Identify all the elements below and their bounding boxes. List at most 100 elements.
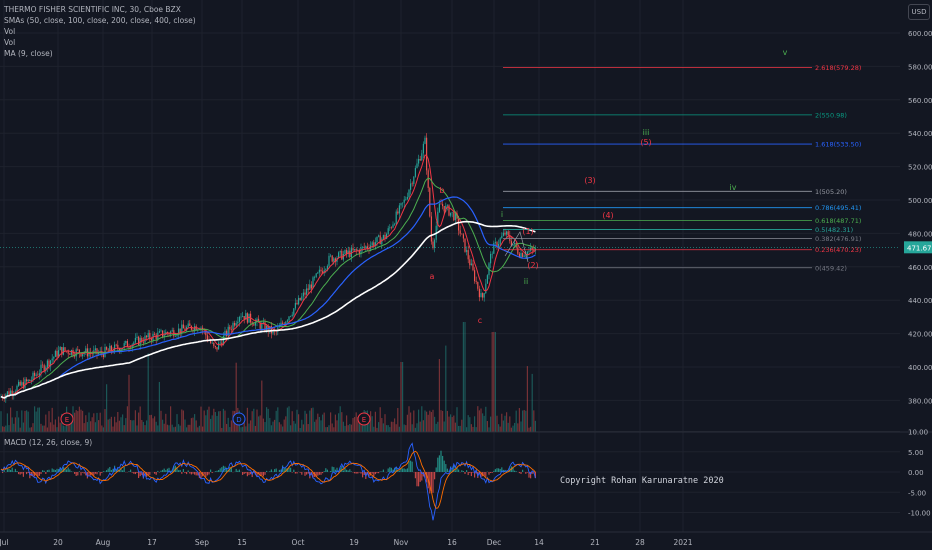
candle-body bbox=[350, 248, 352, 257]
candle-body bbox=[454, 213, 456, 221]
sma200-line bbox=[0, 220, 536, 399]
macd-histogram-bar bbox=[400, 467, 402, 472]
macd-histogram-bar bbox=[419, 472, 421, 482]
candle-body bbox=[254, 321, 256, 326]
volume-bar bbox=[402, 362, 404, 432]
volume-bar bbox=[336, 420, 338, 432]
candle-body bbox=[502, 232, 504, 236]
macd-histogram-bar bbox=[38, 472, 40, 476]
candle-body bbox=[363, 246, 365, 248]
macd-histogram-bar bbox=[3, 470, 5, 472]
fibonacci-extension[interactable]: 2.618(579.28) 2(550.98) 1.618(533.50) 1(505… bbox=[503, 64, 861, 272]
macd-histogram-bar bbox=[91, 472, 93, 476]
volume-bar bbox=[525, 410, 527, 432]
macd-histogram-bar bbox=[494, 469, 496, 472]
vol-indicator-label-2[interactable]: Vol bbox=[4, 38, 16, 47]
volume-bar bbox=[205, 415, 207, 432]
candle-body bbox=[434, 239, 436, 248]
macd-histogram-bar bbox=[530, 472, 532, 479]
macd-histogram-bar bbox=[226, 467, 228, 472]
candle-body bbox=[419, 158, 421, 161]
time-tick-label: 17 bbox=[147, 538, 157, 547]
volume-bar bbox=[50, 422, 52, 432]
volume-bar bbox=[347, 425, 349, 432]
candle-body bbox=[341, 250, 343, 260]
candle-body bbox=[302, 292, 304, 297]
candle-body bbox=[46, 360, 48, 368]
volume-bar bbox=[154, 416, 156, 432]
volume-bar bbox=[134, 410, 136, 432]
candle-body bbox=[462, 234, 464, 239]
macd-histogram-bar bbox=[469, 472, 471, 473]
wave-label: (1) bbox=[522, 227, 533, 236]
ma-indicator-label[interactable]: MA (9, close) bbox=[4, 49, 53, 58]
candle-body bbox=[387, 228, 389, 234]
vol-indicator-label[interactable]: Vol bbox=[4, 27, 16, 36]
currency-button[interactable]: USD bbox=[908, 4, 930, 20]
macd-histogram-bar bbox=[109, 467, 111, 472]
macd-histogram-bar bbox=[346, 469, 348, 472]
volume-bar bbox=[176, 414, 178, 432]
macd-histogram-bar bbox=[474, 472, 476, 478]
symbol-title[interactable]: THERMO FISHER SCIENTIFIC INC, 30, Cboe B… bbox=[4, 5, 181, 14]
candle-body bbox=[406, 196, 408, 200]
candle-body bbox=[298, 297, 300, 305]
volume-bar bbox=[267, 408, 269, 432]
candle-body bbox=[64, 347, 66, 351]
volume-bar bbox=[264, 422, 266, 432]
smas-indicator-label[interactable]: SMAs (50, close, 100, close, 200, close,… bbox=[4, 16, 196, 25]
candle-body bbox=[213, 342, 215, 347]
macd-indicator-label[interactable]: MACD (12, 26, close, 9) bbox=[4, 438, 93, 447]
macd-histogram-bar bbox=[51, 468, 53, 472]
candle-body bbox=[382, 235, 384, 239]
volume-bar bbox=[155, 421, 157, 432]
candle-body bbox=[400, 203, 402, 206]
volume-bar bbox=[104, 409, 106, 432]
volume-bar bbox=[245, 426, 247, 432]
volume-bar bbox=[30, 427, 32, 432]
candle-body bbox=[421, 153, 423, 161]
candle-body bbox=[504, 232, 506, 235]
macd-histogram-bar bbox=[104, 471, 106, 472]
candle-body bbox=[306, 288, 308, 295]
volume-bar bbox=[328, 425, 330, 432]
macd-histogram-bar bbox=[11, 467, 13, 472]
macd-histogram-bar bbox=[262, 472, 264, 477]
macd-histogram-bar bbox=[445, 464, 447, 472]
candle-body bbox=[205, 330, 207, 336]
macd-histogram-bar bbox=[67, 467, 69, 472]
fib-level-label: 0.618(487.71) bbox=[815, 217, 861, 225]
volume-bar bbox=[40, 423, 42, 432]
volume-bar bbox=[88, 412, 90, 432]
candle-body bbox=[381, 238, 383, 245]
macd-histogram-bar bbox=[230, 467, 232, 472]
candle-body bbox=[235, 323, 237, 326]
candle-body bbox=[160, 330, 162, 332]
macd-histogram-bar bbox=[330, 471, 332, 472]
volume-bar bbox=[24, 410, 26, 432]
candle-body bbox=[530, 247, 532, 251]
candle-body bbox=[163, 335, 165, 337]
volume-bar bbox=[278, 422, 280, 432]
candle-body bbox=[315, 273, 317, 278]
volume-bar bbox=[128, 374, 130, 432]
candle-body bbox=[470, 263, 472, 266]
elliott-wave-labels[interactable]: v iii(5) (3) iv (4) i (1) (2) ii b a c bbox=[430, 48, 788, 325]
macd-histogram-bar bbox=[395, 467, 397, 472]
candle-body bbox=[210, 340, 212, 343]
candle-body bbox=[461, 233, 463, 235]
volume-bar bbox=[246, 407, 248, 432]
volume-bar bbox=[429, 410, 431, 432]
volume-bar bbox=[70, 421, 72, 432]
candle-body bbox=[21, 382, 23, 386]
macd-histogram-bar bbox=[54, 470, 56, 472]
macd-histogram-bar bbox=[160, 470, 162, 472]
macd-histogram-bar bbox=[93, 472, 95, 476]
candle-body bbox=[106, 347, 108, 350]
candle-body bbox=[397, 211, 399, 214]
event-marker-circle bbox=[60, 412, 74, 426]
volume-bar bbox=[109, 418, 111, 432]
